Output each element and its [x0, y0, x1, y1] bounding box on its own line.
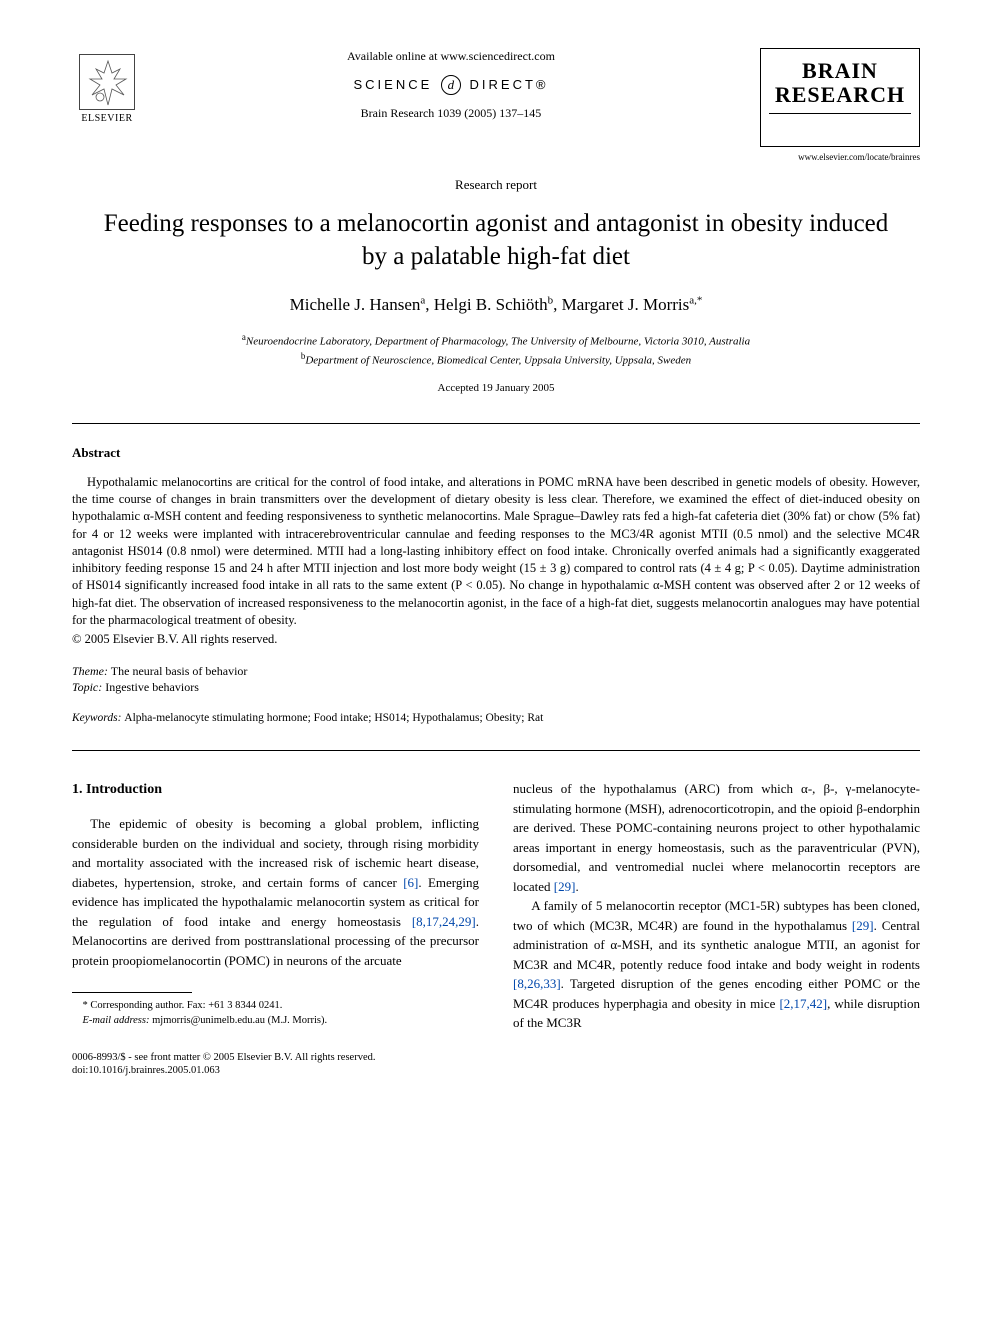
sd-right: DIRECT®	[470, 77, 549, 92]
column-left: 1. Introduction The epidemic of obesity …	[72, 779, 479, 1033]
sciencedirect-logo: SCIENCE d DIRECT®	[152, 75, 750, 95]
page-footer: 0006-8993/$ - see front matter © 2005 El…	[72, 1051, 920, 1078]
email-label: E-mail address:	[83, 1015, 150, 1026]
divider-top	[72, 423, 920, 424]
keywords-block: Keywords: Alpha-melanocyte stimulating h…	[72, 710, 920, 726]
ref-link-6[interactable]: [6]	[403, 875, 418, 890]
affiliations: aNeuroendocrine Laboratory, Department o…	[72, 331, 920, 369]
abstract-text: Hypothalamic melanocortins are critical …	[72, 474, 920, 629]
column-right: nucleus of the hypothalamus (ARC) from w…	[513, 779, 920, 1033]
elsevier-logo: ELSEVIER	[72, 48, 142, 126]
topic-line: Topic: Ingestive behaviors	[72, 679, 920, 696]
article-type-label: Research report	[72, 176, 920, 194]
ref-link-29b[interactable]: [29]	[852, 918, 874, 933]
author-2: Helgi B. Schiöth	[434, 295, 548, 314]
header-center: Available online at www.sciencedirect.co…	[142, 48, 760, 122]
c2p1a: nucleus of the hypothalamus (ARC) from w…	[513, 781, 920, 894]
journal-url: www.elsevier.com/locate/brainres	[760, 151, 920, 164]
affil-a: Neuroendocrine Laboratory, Department of…	[246, 336, 750, 348]
journal-brand-box: BRAIN RESEARCH www.elsevier.com/locate/b…	[760, 48, 920, 164]
theme-label: Theme:	[72, 664, 108, 678]
ref-link-8-17-24-29[interactable]: [8,17,24,29]	[412, 914, 476, 929]
journal-title-box: BRAIN RESEARCH	[760, 48, 920, 147]
journal-title-line1: BRAIN	[769, 59, 911, 83]
elsevier-label: ELSEVIER	[81, 112, 132, 126]
topic-label: Topic:	[72, 680, 102, 694]
ref-link-2-17-42[interactable]: [2,17,42]	[779, 996, 827, 1011]
journal-title-line2: RESEARCH	[769, 83, 911, 107]
corresponding-author: * Corresponding author. Fax: +61 3 8344 …	[72, 999, 479, 1014]
authors-line: Michelle J. Hansena, Helgi B. Schiöthb, …	[72, 293, 920, 317]
keywords-value: Alpha-melanocyte stimulating hormone; Fo…	[124, 712, 543, 724]
footnote-rule	[72, 992, 192, 993]
intro-para-1: The epidemic of obesity is becoming a gl…	[72, 814, 479, 970]
author-1: Michelle J. Hansen	[290, 295, 421, 314]
c2p1b: .	[575, 879, 578, 894]
page-header: ELSEVIER Available online at www.science…	[72, 48, 920, 164]
ref-link-8-26-33[interactable]: [8,26,33]	[513, 976, 561, 991]
topic-value: Ingestive behaviors	[105, 680, 199, 694]
sd-d-icon: d	[441, 75, 461, 95]
col2-para-1: nucleus of the hypothalamus (ARC) from w…	[513, 779, 920, 896]
divider-bottom	[72, 750, 920, 751]
author-3-affil: a,*	[689, 295, 702, 307]
available-online-text: Available online at www.sciencedirect.co…	[152, 48, 750, 65]
theme-topic-block: Theme: The neural basis of behavior Topi…	[72, 663, 920, 697]
col2-para-2: A family of 5 melanocortin receptor (MC1…	[513, 896, 920, 1033]
intro-heading: 1. Introduction	[72, 779, 479, 800]
body-columns: 1. Introduction The epidemic of obesity …	[72, 779, 920, 1033]
author-3: Margaret J. Morris	[562, 295, 690, 314]
theme-value: The neural basis of behavior	[111, 664, 248, 678]
abstract-heading: Abstract	[72, 444, 920, 462]
elsevier-tree-icon	[79, 54, 135, 110]
footnotes: * Corresponding author. Fax: +61 3 8344 …	[72, 999, 479, 1028]
email-line: E-mail address: mjmorris@unimelb.edu.au …	[72, 1014, 479, 1029]
theme-line: Theme: The neural basis of behavior	[72, 663, 920, 680]
footer-issn-line: 0006-8993/$ - see front matter © 2005 El…	[72, 1051, 375, 1065]
footer-doi-line: doi:10.1016/j.brainres.2005.01.063	[72, 1064, 375, 1078]
sd-left: SCIENCE	[353, 77, 432, 92]
journal-reference: Brain Research 1039 (2005) 137–145	[152, 105, 750, 122]
author-2-affil: b	[548, 295, 554, 307]
footer-left: 0006-8993/$ - see front matter © 2005 El…	[72, 1051, 375, 1078]
ref-link-29a[interactable]: [29]	[554, 879, 576, 894]
article-title: Feeding responses to a melanocortin agon…	[102, 208, 890, 273]
email-value: mjmorris@unimelb.edu.au (M.J. Morris).	[152, 1015, 327, 1026]
abstract-copyright: © 2005 Elsevier B.V. All rights reserved…	[72, 631, 920, 649]
abstract-block: Abstract Hypothalamic melanocortins are …	[72, 444, 920, 649]
keywords-label: Keywords:	[72, 712, 121, 724]
author-1-affil: a	[420, 295, 425, 307]
accepted-date: Accepted 19 January 2005	[72, 381, 920, 396]
affil-b: Department of Neuroscience, Biomedical C…	[305, 355, 691, 367]
